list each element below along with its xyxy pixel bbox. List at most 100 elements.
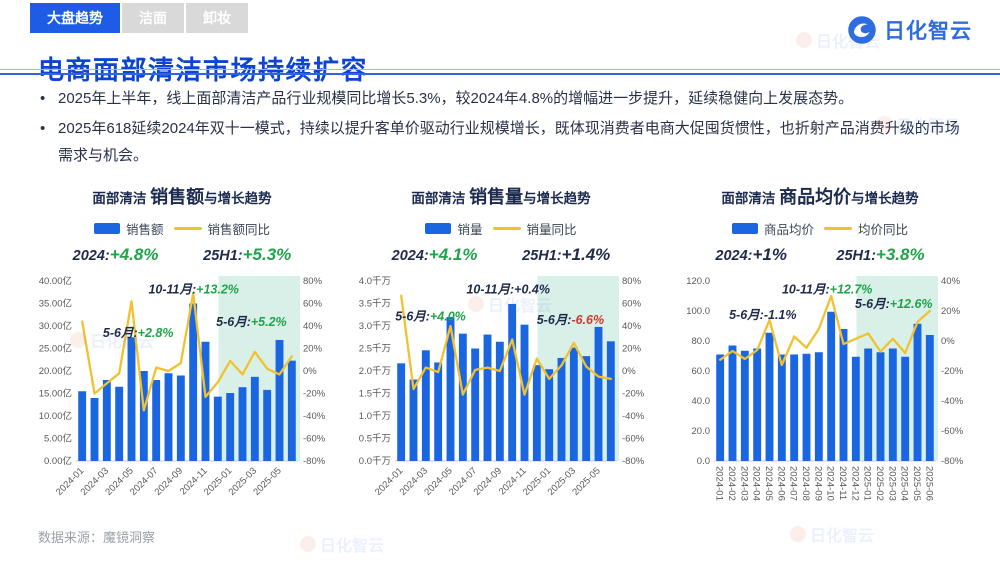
svg-text:5.00亿: 5.00亿: [44, 433, 72, 445]
svg-text:2024-08: 2024-08: [800, 466, 811, 501]
bar: [263, 389, 272, 461]
svg-text:0.0千万: 0.0千万: [359, 456, 391, 467]
bar-legend-label: 销售额: [125, 223, 164, 237]
summary-period-label: 2024:: [715, 248, 753, 264]
bar: [839, 329, 848, 461]
bar: [532, 365, 541, 461]
svg-text:2024-10: 2024-10: [825, 466, 836, 501]
x-axis-labels: 2024-01 2024-02 2024-03 2024-04 2024-05 2024-…: [714, 466, 935, 501]
summary-growth-value: +3.8%: [875, 245, 925, 264]
summary-period-label: 25H1:: [522, 248, 562, 264]
svg-text:-60%: -60%: [622, 434, 645, 445]
bar: [888, 348, 897, 461]
bar: [545, 369, 554, 461]
svg-text:4.0千万: 4.0千万: [359, 276, 391, 287]
svg-text:2024-12: 2024-12: [849, 466, 860, 501]
right-axis-labels: 40% 20% 0% -20% -40% -60% -80%: [941, 276, 964, 467]
bar: [287, 360, 296, 461]
bar: [164, 373, 173, 461]
legend-item-line: 均价同比: [824, 219, 908, 238]
line-legend-label: 销量同比: [526, 223, 577, 237]
watermark-dot-icon: [795, 32, 812, 48]
summary-2024: 2024:+4.1%: [392, 245, 478, 265]
chart-title-emphasis: 销售量: [469, 187, 524, 207]
svg-text:2024-01: 2024-01: [714, 466, 725, 501]
key-point: 2025年618延续2024年双十一模式，持续以提升客单价驱动行业规模增长，既体…: [36, 116, 974, 169]
svg-text:2025-04: 2025-04: [899, 466, 910, 501]
data-source-note: 数据来源：魔镜洞察: [38, 530, 156, 545]
svg-text:20.00亿: 20.00亿: [39, 365, 72, 377]
bar: [213, 396, 222, 461]
watermark-dot-icon: [300, 536, 316, 552]
svg-text:2024-07: 2024-07: [788, 466, 799, 501]
svg-text:40.00亿: 40.00亿: [39, 275, 72, 287]
bar: [115, 386, 124, 461]
bar: [777, 354, 786, 461]
trend-line: [81, 292, 293, 412]
svg-text:2025-03: 2025-03: [886, 466, 897, 501]
bar: [397, 363, 406, 461]
bar: [802, 353, 811, 461]
chart-title-suffix: 与增长趋势: [204, 191, 272, 206]
bar: [790, 354, 799, 461]
bars-group: [397, 303, 615, 461]
bar: [275, 339, 284, 461]
watermark-dot-icon: [790, 526, 806, 542]
svg-text:0%: 0%: [941, 336, 955, 347]
bar: [876, 352, 885, 461]
bar: [753, 348, 762, 461]
left-axis-labels: 4.0千万 3.5千万 3.0千万 2.5千万 2.0千万 1.5千万 1.0千万 0.5千万…: [359, 276, 391, 467]
svg-text:60%: 60%: [303, 299, 323, 310]
svg-text:-80%: -80%: [303, 456, 326, 467]
line-legend-swatch-icon: [824, 226, 852, 231]
annotation: 5-6月:-6.6%: [537, 313, 604, 327]
annotation: 5-6月:+12.6%: [855, 297, 932, 311]
chart-block: 面部清洁 商品均价与增长趋势 商品均价 均价同比 2024:+1% 25H1:+…: [666, 183, 974, 519]
svg-text:2025-05: 2025-05: [911, 466, 922, 501]
chart-title: 面部清洁 销售量与增长趋势: [347, 183, 655, 209]
chart-plot: 4.0千万 3.5千万 3.0千万 2.5千万 2.0千万 1.5千万 1.0千万 0.5千万…: [359, 276, 645, 498]
bar: [495, 341, 504, 461]
right-axis-labels: 80% 60% 40% 20% 0% -20% -40% -60% -80%: [622, 276, 645, 467]
svg-text:2024-09: 2024-09: [812, 466, 823, 501]
bar-legend-swatch-icon: [93, 223, 120, 234]
svg-text:80.0: 80.0: [692, 336, 711, 347]
svg-text:2.5千万: 2.5千万: [359, 344, 391, 355]
legend-item-bar: 商品均价: [731, 219, 814, 238]
tab-cleanser[interactable]: 洁面: [122, 3, 184, 33]
chart-legend: 商品均价 均价同比: [666, 219, 974, 238]
title-divider: [0, 69, 1000, 75]
tab-makeup-remover[interactable]: 卸妆: [186, 3, 248, 33]
svg-text:35.00亿: 35.00亿: [39, 298, 72, 310]
summary-25h1: 25H1:+3.8%: [836, 245, 924, 265]
bar: [250, 376, 259, 461]
svg-text:20%: 20%: [622, 344, 642, 355]
summary-period-label: 25H1:: [836, 248, 876, 264]
left-axis-labels: 40.00亿 35.00亿 30.00亿 25.00亿 20.00亿 15.00亿 10.0…: [39, 275, 72, 467]
svg-text:40%: 40%: [941, 276, 961, 287]
brand-logo: 日化智云: [847, 15, 972, 45]
bar-legend-swatch-icon: [425, 223, 452, 234]
growth-summary: 2024:+4.8% 25H1:+5.3%: [28, 245, 336, 265]
brand-logo-text: 日化智云: [884, 20, 972, 43]
line-legend-swatch-icon: [173, 226, 202, 231]
top-tab-bar: 大盘趋势 洁面 卸妆: [30, 3, 250, 33]
bar-legend-label: 商品均价: [763, 223, 814, 237]
watermark: 日化智云: [300, 532, 384, 556]
svg-text:-20%: -20%: [622, 389, 645, 400]
bar: [139, 371, 148, 461]
tab-market-trend[interactable]: 大盘趋势: [30, 3, 120, 33]
line-legend-swatch-icon: [492, 226, 521, 231]
right-axis-labels: 80% 60% 40% 20% 0% -20% -40% -60% -80%: [303, 276, 326, 467]
summary-growth-value: +4.1%: [428, 245, 478, 264]
bar: [606, 341, 615, 461]
svg-text:2024-11: 2024-11: [837, 466, 848, 500]
left-axis-labels: 120.0 100.0 80.0 60.0 40.0 20.0 0.0: [686, 276, 710, 467]
chart-legend: 销量 销量同比: [347, 219, 655, 238]
svg-text:2025-01: 2025-01: [862, 466, 873, 501]
svg-text:40%: 40%: [622, 321, 642, 332]
bar: [765, 332, 774, 461]
line-legend-label: 均价同比: [858, 223, 909, 237]
bar: [582, 356, 591, 461]
svg-text:20%: 20%: [303, 344, 323, 355]
